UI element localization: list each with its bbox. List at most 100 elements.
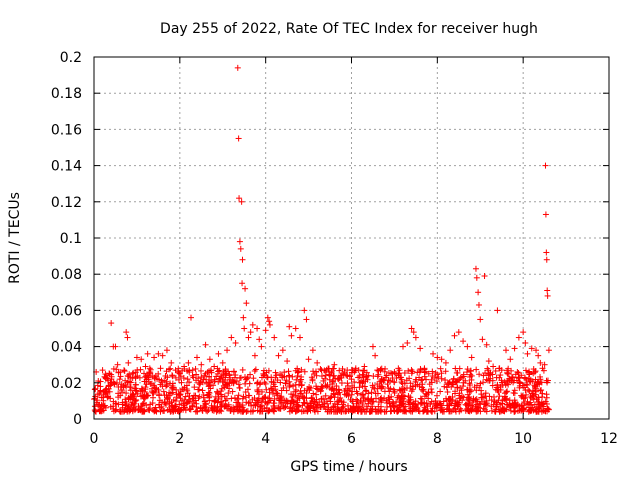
data-point	[262, 399, 269, 406]
data-point	[495, 397, 502, 404]
data-point	[543, 256, 550, 263]
data-point	[404, 339, 411, 346]
data-point	[425, 370, 432, 377]
data-point	[397, 395, 404, 402]
data-point	[467, 368, 474, 375]
data-point	[201, 398, 208, 405]
data-point	[523, 391, 530, 398]
data-point	[504, 388, 511, 395]
x-tick-label: 6	[347, 431, 356, 447]
data-point	[129, 401, 136, 408]
data-point	[303, 316, 310, 323]
data-point	[368, 395, 375, 402]
data-point	[203, 376, 210, 383]
data-point	[216, 367, 223, 374]
data-point	[374, 373, 381, 380]
data-point	[516, 379, 523, 386]
data-point	[502, 381, 509, 388]
data-point	[530, 366, 537, 373]
data-point	[125, 359, 132, 366]
data-point	[286, 323, 293, 330]
data-point	[138, 403, 145, 410]
data-point	[497, 401, 504, 408]
data-point	[294, 365, 301, 372]
data-point	[365, 372, 372, 379]
data-point	[206, 397, 213, 404]
data-point	[246, 392, 253, 399]
data-point	[368, 389, 375, 396]
data-point	[214, 370, 221, 377]
data-point	[206, 356, 213, 363]
data-point	[361, 363, 368, 370]
data-point	[98, 394, 105, 401]
data-point	[455, 329, 462, 336]
data-point	[352, 365, 359, 372]
data-point	[483, 341, 490, 348]
data-point	[196, 393, 203, 400]
data-point	[446, 401, 453, 408]
data-point	[140, 408, 147, 415]
data-point	[299, 393, 306, 400]
x-tick-label: 8	[433, 431, 442, 447]
data-point	[456, 399, 463, 406]
data-point	[327, 372, 334, 379]
data-point	[533, 396, 540, 403]
data-point	[355, 374, 362, 381]
data-point	[176, 401, 183, 408]
data-point	[305, 356, 312, 363]
data-point	[433, 378, 440, 385]
data-point	[490, 363, 497, 370]
data-point	[425, 389, 432, 396]
data-point	[285, 368, 292, 375]
data-point	[483, 402, 490, 409]
chart-title: Day 255 of 2022, Rate Of TEC Index for r…	[160, 21, 538, 37]
data-point	[317, 365, 324, 372]
data-point	[450, 375, 457, 382]
data-point	[468, 354, 475, 361]
data-point	[243, 375, 250, 382]
data-point	[437, 407, 444, 414]
data-point	[435, 373, 442, 380]
data-point	[218, 398, 225, 405]
data-point	[473, 366, 480, 373]
data-point	[486, 377, 493, 384]
data-point	[91, 403, 98, 410]
data-point	[241, 325, 248, 332]
data-point	[466, 393, 473, 400]
data-point	[108, 376, 115, 383]
data-point	[541, 361, 548, 368]
data-point	[400, 400, 407, 407]
data-point	[277, 379, 284, 386]
data-point	[457, 374, 464, 381]
x-axis-title: GPS time / hours	[290, 459, 407, 475]
data-point	[424, 403, 431, 410]
data-point	[432, 369, 439, 376]
data-point	[92, 393, 99, 400]
data-point	[228, 395, 235, 402]
data-point	[138, 385, 145, 392]
data-point	[376, 382, 383, 389]
data-point	[166, 398, 173, 405]
data-point	[402, 403, 409, 410]
data-point	[205, 389, 212, 396]
data-point	[143, 402, 150, 409]
data-point	[545, 347, 552, 354]
data-point	[225, 390, 232, 397]
data-point	[475, 301, 482, 308]
data-point	[377, 403, 384, 410]
data-point	[544, 377, 551, 384]
data-point	[382, 374, 389, 381]
data-point	[490, 393, 497, 400]
data-point	[322, 368, 329, 375]
data-point	[338, 380, 345, 387]
data-point	[123, 329, 130, 336]
data-point	[105, 393, 112, 400]
data-point	[113, 379, 120, 386]
data-point	[477, 316, 484, 323]
data-point	[391, 368, 398, 375]
data-point	[134, 367, 141, 374]
data-point	[173, 394, 180, 401]
data-point	[239, 395, 246, 402]
data-point	[325, 406, 332, 413]
